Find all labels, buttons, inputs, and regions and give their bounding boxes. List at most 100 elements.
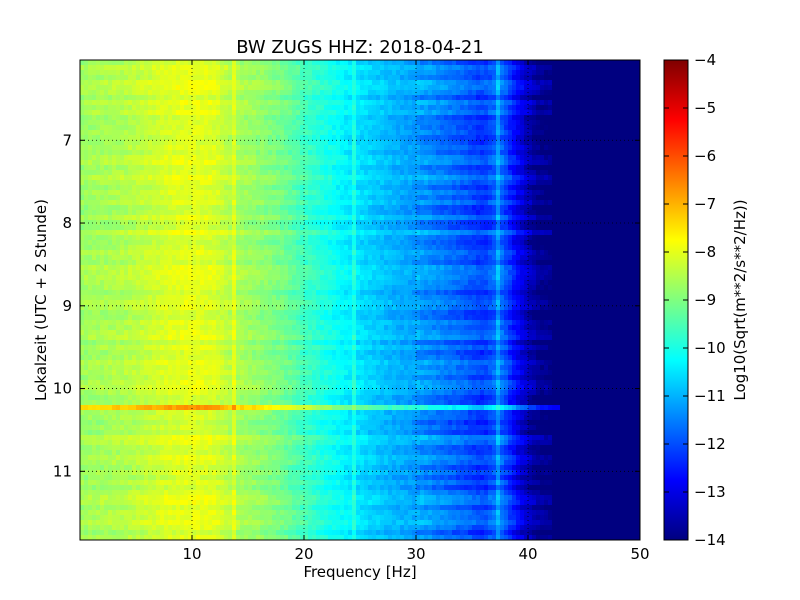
heatmap-cell bbox=[616, 135, 621, 141]
heatmap-cell bbox=[92, 225, 97, 231]
heatmap-cell bbox=[480, 135, 485, 141]
heatmap-cell bbox=[556, 225, 561, 231]
heatmap-cell bbox=[596, 115, 601, 121]
heatmap-cell bbox=[364, 90, 369, 96]
heatmap-cell bbox=[244, 215, 249, 221]
heatmap-cell bbox=[416, 90, 421, 96]
heatmap-cell bbox=[192, 160, 197, 166]
heatmap-cell bbox=[416, 235, 421, 241]
heatmap-cell bbox=[444, 100, 449, 106]
heatmap-cell bbox=[240, 175, 245, 181]
heatmap-cell bbox=[604, 100, 609, 106]
heatmap-cell bbox=[228, 65, 233, 71]
heatmap-cell bbox=[172, 210, 177, 216]
heatmap-cell bbox=[472, 180, 477, 186]
heatmap-cell bbox=[408, 235, 413, 241]
heatmap-cell bbox=[224, 190, 229, 196]
heatmap-cell bbox=[120, 115, 125, 121]
heatmap-cell bbox=[548, 70, 553, 76]
heatmap-cell bbox=[124, 125, 129, 131]
heatmap-cell bbox=[184, 75, 189, 81]
heatmap-cell bbox=[188, 215, 193, 221]
heatmap-cell bbox=[448, 185, 453, 191]
heatmap-cell bbox=[632, 70, 637, 76]
heatmap-cell bbox=[376, 135, 381, 141]
heatmap-cell bbox=[372, 235, 377, 241]
heatmap-cell bbox=[532, 145, 537, 151]
heatmap-cell bbox=[140, 140, 145, 146]
heatmap-cell bbox=[116, 65, 121, 71]
heatmap-cell bbox=[592, 165, 597, 171]
heatmap-cell bbox=[200, 195, 205, 201]
heatmap-cell bbox=[528, 210, 533, 216]
heatmap-cell bbox=[464, 165, 469, 171]
heatmap-cell bbox=[492, 95, 497, 101]
heatmap-cell bbox=[204, 235, 209, 241]
heatmap-cell bbox=[600, 225, 605, 231]
heatmap-cell bbox=[184, 100, 189, 106]
heatmap-cell bbox=[580, 185, 585, 191]
heatmap-cell bbox=[240, 185, 245, 191]
heatmap-cell bbox=[248, 225, 253, 231]
heatmap-cell bbox=[532, 195, 537, 201]
heatmap-cell bbox=[604, 150, 609, 156]
heatmap-cell bbox=[288, 105, 293, 111]
heatmap-cell bbox=[292, 150, 297, 156]
heatmap-cell bbox=[324, 170, 329, 176]
heatmap-cell bbox=[136, 60, 141, 66]
heatmap-cell bbox=[124, 95, 129, 101]
heatmap-cell bbox=[396, 185, 401, 191]
heatmap-cell bbox=[260, 225, 265, 231]
heatmap-cell bbox=[600, 220, 605, 226]
heatmap-cell bbox=[524, 145, 529, 151]
heatmap-cell bbox=[576, 105, 581, 111]
heatmap-cell bbox=[428, 135, 433, 141]
heatmap-cell bbox=[264, 175, 269, 181]
heatmap-cell bbox=[336, 95, 341, 101]
heatmap-cell bbox=[128, 235, 133, 241]
heatmap-cell bbox=[604, 90, 609, 96]
heatmap-cell bbox=[220, 95, 225, 101]
heatmap-cell bbox=[272, 200, 277, 206]
heatmap-cell bbox=[488, 160, 493, 166]
heatmap-cell bbox=[460, 190, 465, 196]
heatmap-cell bbox=[168, 225, 173, 231]
heatmap-cell bbox=[560, 150, 565, 156]
heatmap-cell bbox=[420, 170, 425, 176]
heatmap-cell bbox=[484, 205, 489, 211]
heatmap-cell bbox=[160, 185, 165, 191]
heatmap-cell bbox=[468, 200, 473, 206]
heatmap-cell bbox=[136, 75, 141, 81]
heatmap-cell bbox=[584, 95, 589, 101]
heatmap-cell bbox=[376, 105, 381, 111]
heatmap-cell bbox=[184, 230, 189, 236]
heatmap-cell bbox=[456, 110, 461, 116]
heatmap-cell bbox=[568, 150, 573, 156]
heatmap-cell bbox=[524, 210, 529, 216]
heatmap-cell bbox=[180, 155, 185, 161]
heatmap-cell bbox=[620, 225, 625, 231]
heatmap-cell bbox=[240, 85, 245, 91]
heatmap-cells bbox=[80, 60, 640, 540]
heatmap-cell bbox=[404, 165, 409, 171]
heatmap-cell bbox=[252, 175, 257, 181]
heatmap-cell bbox=[464, 170, 469, 176]
heatmap-cell bbox=[140, 200, 145, 206]
heatmap-cell bbox=[96, 130, 101, 136]
heatmap-cell bbox=[364, 70, 369, 76]
heatmap-cell bbox=[292, 120, 297, 126]
heatmap-cell bbox=[400, 145, 405, 151]
heatmap-cell bbox=[172, 180, 177, 186]
heatmap-cell bbox=[404, 120, 409, 126]
heatmap-cell bbox=[504, 210, 509, 216]
heatmap-cell bbox=[628, 130, 633, 136]
heatmap-cell bbox=[204, 200, 209, 206]
heatmap-cell bbox=[324, 105, 329, 111]
heatmap-cell bbox=[276, 100, 281, 106]
heatmap-cell bbox=[596, 125, 601, 131]
heatmap-cell bbox=[296, 85, 301, 91]
heatmap-cell bbox=[84, 90, 89, 96]
heatmap-cell bbox=[504, 125, 509, 131]
heatmap-cell bbox=[196, 225, 201, 231]
heatmap-cell bbox=[160, 140, 165, 146]
